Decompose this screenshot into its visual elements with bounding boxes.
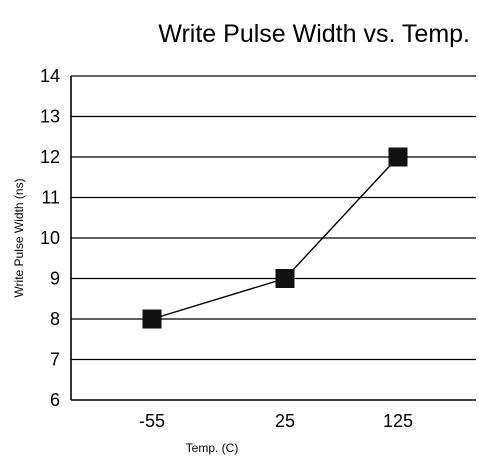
y-tick-label-10: 10 bbox=[40, 228, 60, 248]
y-axis-label: Write Pulse Width (ns) bbox=[12, 178, 26, 297]
y-tick-label-6: 6 bbox=[50, 390, 60, 410]
y-tick-label-11: 11 bbox=[41, 188, 60, 208]
y-tick-label-7: 7 bbox=[50, 350, 60, 370]
y-tick-label-13: 13 bbox=[40, 107, 60, 127]
y-tick-label-12: 12 bbox=[40, 147, 60, 167]
x-axis-label: Temp. (C) bbox=[186, 441, 239, 455]
y-tick-label-8: 8 bbox=[50, 309, 60, 329]
data-point--55 bbox=[142, 309, 162, 329]
chart-title: Write Pulse Width vs. Temp. bbox=[158, 20, 470, 48]
tick-labels: 6 7 8 9 10 11 12 13 14 -55 25 125 bbox=[40, 66, 413, 431]
x-tick-label-125: 125 bbox=[383, 411, 413, 431]
x-tick-label--55: -55 bbox=[139, 411, 165, 431]
grid-lines bbox=[71, 75, 476, 361]
y-tick-label-14: 14 bbox=[40, 66, 60, 86]
x-tick-label-25: 25 bbox=[275, 411, 295, 431]
axes bbox=[70, 76, 476, 401]
data-series bbox=[142, 147, 408, 329]
data-point-25 bbox=[275, 269, 295, 288]
y-tick-label-9: 9 bbox=[50, 269, 60, 289]
data-point-125 bbox=[388, 147, 408, 167]
